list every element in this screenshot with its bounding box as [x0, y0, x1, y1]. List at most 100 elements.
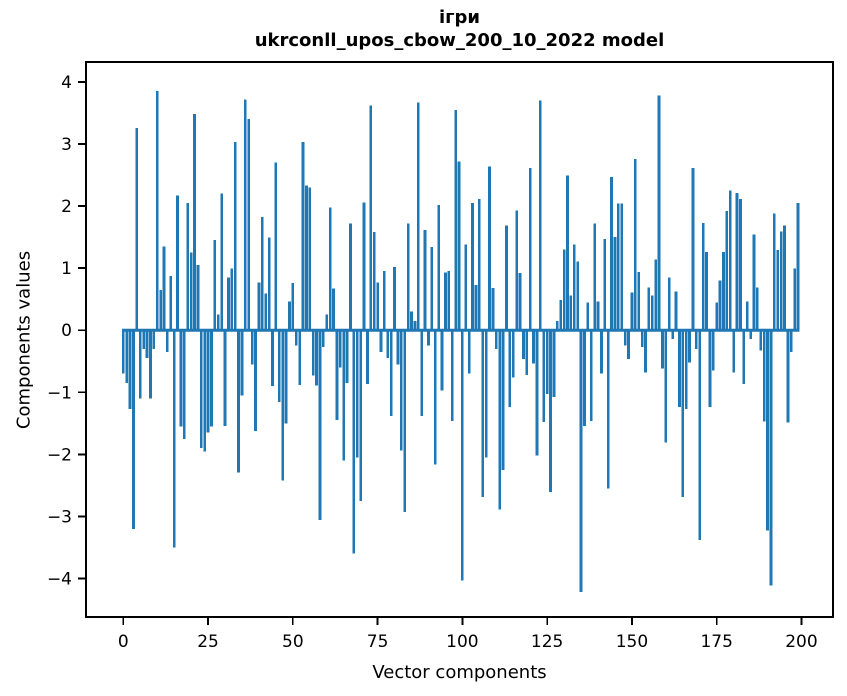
bar	[654, 259, 658, 331]
bar	[610, 176, 613, 331]
bar	[555, 320, 559, 331]
bar	[189, 252, 193, 331]
bar	[267, 237, 271, 331]
bar	[522, 330, 525, 359]
bar	[216, 314, 220, 331]
bar	[715, 302, 719, 331]
bar	[403, 330, 407, 513]
bar	[650, 295, 654, 331]
bar	[586, 302, 590, 331]
bar	[274, 162, 278, 331]
bar	[199, 330, 203, 449]
bar	[630, 292, 634, 331]
bar	[328, 207, 332, 331]
bar	[366, 330, 369, 385]
bar	[542, 330, 546, 423]
bar	[308, 187, 312, 331]
plot-spines	[85, 61, 834, 618]
bar	[678, 330, 681, 408]
bar	[135, 127, 139, 331]
bar	[762, 330, 766, 422]
bar	[667, 277, 671, 331]
bar	[152, 330, 156, 349]
bar	[671, 330, 674, 339]
bar	[345, 330, 349, 383]
bar	[539, 100, 542, 331]
bar	[162, 246, 166, 331]
bar	[301, 142, 305, 331]
bar	[383, 271, 386, 331]
bar	[759, 330, 763, 351]
bar	[355, 330, 359, 458]
bar	[474, 284, 478, 331]
bar	[260, 217, 264, 331]
bar	[230, 268, 234, 331]
bar	[182, 330, 186, 439]
bar	[410, 311, 413, 331]
bar	[735, 192, 739, 331]
bar	[786, 330, 790, 423]
bar	[176, 195, 179, 331]
bar	[501, 330, 505, 470]
bar	[132, 330, 135, 529]
x-axis-label: Vector components	[372, 662, 547, 683]
bar	[769, 330, 773, 586]
bar	[240, 330, 244, 396]
x-tick-label: 75	[367, 632, 389, 652]
bar	[406, 223, 410, 331]
bar	[691, 168, 695, 331]
bar	[233, 142, 237, 331]
bar	[223, 330, 227, 426]
bar	[179, 330, 183, 427]
bar	[776, 250, 780, 331]
bar	[396, 330, 400, 365]
bar	[277, 330, 281, 403]
bar	[257, 282, 261, 331]
bar	[145, 330, 149, 359]
bar	[420, 330, 424, 416]
bar	[600, 330, 603, 374]
y-tick-label: −3	[47, 507, 72, 527]
bar	[742, 330, 746, 385]
y-tick-label: 3	[61, 135, 72, 155]
bar	[284, 330, 288, 424]
bar	[254, 330, 257, 431]
bar	[389, 330, 393, 416]
bar	[203, 330, 207, 452]
bar	[464, 244, 468, 331]
y-tick-label: 2	[61, 197, 72, 217]
bar	[128, 330, 132, 410]
bar	[142, 330, 145, 349]
bar	[711, 330, 715, 371]
bar	[613, 237, 617, 331]
bar	[518, 273, 522, 331]
bar	[155, 91, 159, 331]
bar	[447, 271, 451, 331]
bar	[457, 161, 461, 331]
bar	[549, 330, 552, 493]
bar	[220, 193, 223, 331]
bar	[674, 291, 678, 331]
bar	[379, 330, 383, 352]
bar	[596, 301, 600, 331]
bar	[440, 330, 444, 391]
bar	[325, 314, 329, 331]
bar	[681, 330, 685, 498]
bar	[708, 330, 712, 408]
bar	[332, 288, 335, 331]
bar	[237, 330, 240, 473]
bar	[705, 251, 708, 331]
bar	[698, 330, 702, 541]
bar	[121, 330, 125, 374]
bar	[227, 277, 230, 331]
y-tick-label: −4	[47, 570, 72, 590]
bar	[732, 330, 735, 373]
bar	[213, 240, 217, 331]
bar	[756, 287, 759, 331]
bar	[352, 330, 356, 554]
x-tick-label: 125	[531, 632, 563, 652]
bar	[149, 330, 152, 399]
bar	[684, 330, 688, 410]
bar	[772, 213, 776, 331]
